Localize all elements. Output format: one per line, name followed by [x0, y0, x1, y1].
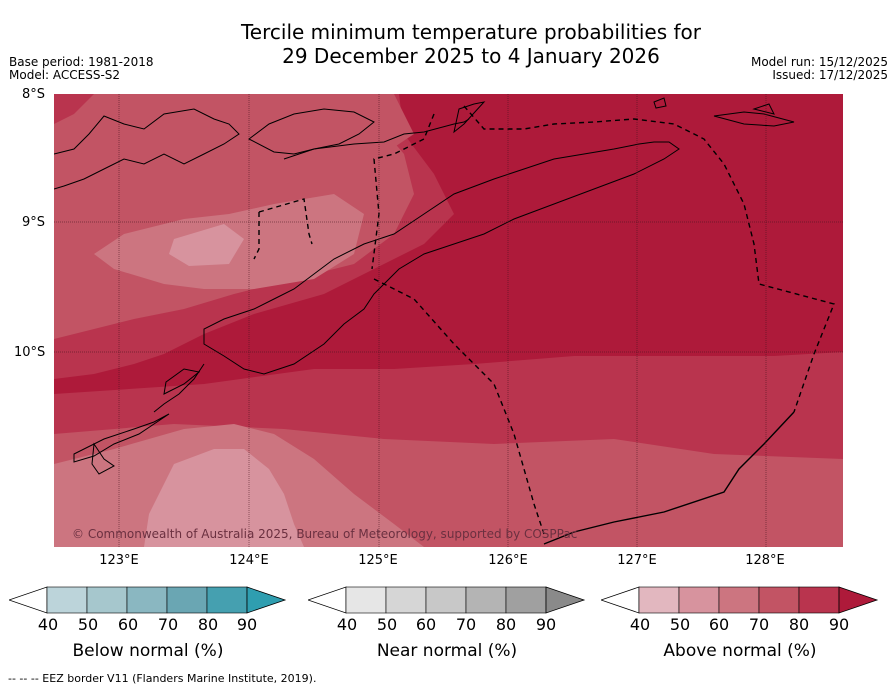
title-line-2: 29 December 2025 to 4 January 2026	[282, 44, 660, 68]
colorbar-block	[86, 586, 128, 614]
tick: 60	[708, 615, 730, 634]
tick: 40	[336, 615, 358, 634]
colorbar-block	[425, 586, 467, 614]
tick: 80	[788, 615, 810, 634]
tick: 90	[828, 615, 850, 634]
region-above-60-northwest	[54, 94, 414, 229]
colorbar-block	[345, 586, 387, 614]
tick: 50	[669, 615, 691, 634]
region-above-90-corner	[54, 94, 94, 124]
eez-footer-note: -- -- -- EEZ border V11 (Flanders Marine…	[8, 672, 317, 685]
meta-left: Base period: 1981-2018 Model: ACCESS-S2	[9, 56, 154, 82]
colorbar-under-triangle	[9, 586, 48, 614]
tick: 70	[455, 615, 477, 634]
colorbar-block	[638, 586, 680, 614]
colorbar-label-above: Above normal (%)	[663, 641, 817, 661]
colorbar-block	[385, 586, 427, 614]
lon-label-127e: 127°E	[617, 553, 657, 568]
colorbar-block	[465, 586, 507, 614]
colorbar-over-triangle	[246, 586, 287, 614]
colorbar-block	[678, 586, 720, 614]
tick: 40	[37, 615, 59, 634]
chart-title: Tercile minimum temperature probabilitie…	[0, 20, 896, 68]
colorbar-under-triangle	[308, 586, 347, 614]
coastlines	[54, 97, 795, 475]
graticule	[54, 94, 843, 547]
lon-label-125e: 125°E	[358, 553, 398, 568]
colorbar-block	[46, 586, 88, 614]
lat-label-10s: 10°S	[14, 345, 46, 360]
colorbar-block	[505, 586, 547, 614]
lon-label-126e: 126°E	[488, 553, 528, 568]
meta-right: Model run: 15/12/2025 Issued: 17/12/2025	[751, 56, 888, 82]
colorbar-block	[798, 586, 840, 614]
colorbar-above-normal	[601, 586, 879, 614]
forecast-map	[54, 94, 843, 547]
base-period: Base period: 1981-2018	[9, 55, 154, 69]
colorbar-block	[166, 586, 208, 614]
tick: 80	[495, 615, 517, 634]
region-above-50-inner	[169, 224, 244, 266]
colorbar-label-near: Near normal (%)	[376, 641, 518, 661]
eez-solid	[543, 411, 795, 545]
lat-label-9s: 9°S	[22, 215, 46, 230]
issued-date: Issued: 17/12/2025	[772, 68, 888, 82]
title-line-1: Tercile minimum temperature probabilitie…	[240, 20, 702, 44]
region-above-50-south	[144, 449, 304, 547]
colorbar-block	[126, 586, 168, 614]
colorbar-over-triangle	[545, 586, 586, 614]
tick: 90	[236, 615, 258, 634]
tick: 50	[376, 615, 398, 634]
lat-label-8s: 8°S	[22, 87, 46, 102]
tick: 70	[748, 615, 770, 634]
colorbar-under-triangle	[601, 586, 640, 614]
eez-borders	[253, 105, 835, 535]
tick: 60	[117, 615, 139, 634]
colorbar-block	[758, 586, 800, 614]
colorbar-block	[206, 586, 248, 614]
lon-label-124e: 124°E	[229, 553, 269, 568]
copyright-notice: © Commonwealth of Australia 2025, Bureau…	[72, 527, 578, 541]
tick: 60	[415, 615, 437, 634]
lon-label-123e: 123°E	[99, 553, 139, 568]
tick: 40	[629, 615, 651, 634]
colorbar-over-triangle	[838, 586, 879, 614]
tick: 70	[157, 615, 179, 634]
model-name: Model: ACCESS-S2	[9, 68, 121, 82]
colorbar-below-normal	[9, 586, 287, 614]
tick: 80	[197, 615, 219, 634]
lon-label-128e: 128°E	[745, 553, 785, 568]
colorbar-label-below: Below normal (%)	[72, 641, 224, 661]
model-run: Model run: 15/12/2025	[750, 55, 888, 69]
tick: 90	[535, 615, 557, 634]
colorbar-near-normal	[308, 586, 586, 614]
tick: 50	[77, 615, 99, 634]
colorbar-block	[718, 586, 760, 614]
